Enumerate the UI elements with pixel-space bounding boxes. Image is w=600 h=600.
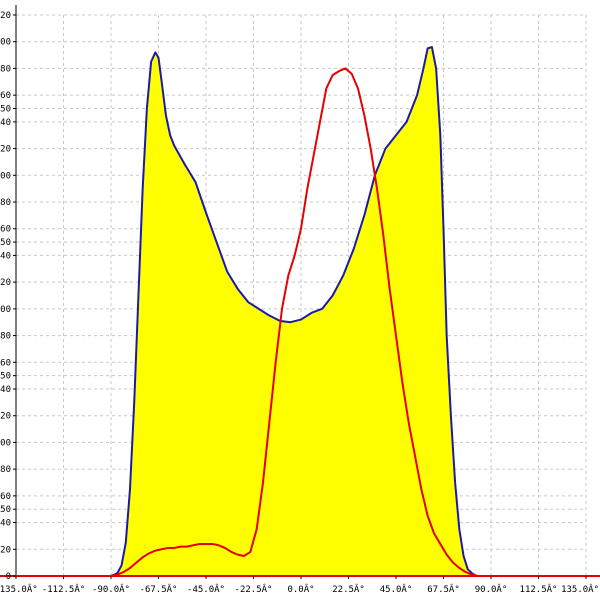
axes bbox=[0, 5, 600, 579]
y-tick-label: 320 bbox=[0, 145, 11, 155]
x-tick-label: 90.0Â° bbox=[475, 583, 508, 595]
y-tick-label: 260 bbox=[0, 225, 11, 235]
y-tick-label: 60 bbox=[0, 492, 11, 502]
y-tick-label: 180 bbox=[0, 332, 11, 342]
y-tick-label: 220 bbox=[0, 278, 11, 288]
y-tick-label: 0 bbox=[6, 572, 11, 582]
y-tick-label: 360 bbox=[0, 91, 11, 101]
y-tick-label: 100 bbox=[0, 438, 11, 448]
y-tick-label: 20 bbox=[0, 545, 11, 555]
x-tick-label: 112.5Â° bbox=[520, 583, 558, 595]
y-tick-label: 280 bbox=[0, 198, 11, 208]
x-tick-label: -90.0Â° bbox=[92, 583, 130, 595]
y-tick-label: 240 bbox=[0, 251, 11, 261]
x-tick-label: -22.5Â° bbox=[235, 583, 273, 595]
x-tick-label: -67.5Â° bbox=[140, 583, 178, 595]
series-group bbox=[110, 46, 491, 577]
y-tick-label: 300 bbox=[0, 171, 11, 181]
y-tick-label: 250 bbox=[0, 238, 11, 248]
y-tick-label: 80 bbox=[0, 465, 11, 475]
x-tick-label: 22.5Â° bbox=[332, 583, 365, 595]
series-area-fill bbox=[111, 47, 491, 577]
x-tick-label: -45.0Â° bbox=[187, 583, 225, 595]
y-tick-label: 420 bbox=[0, 11, 11, 21]
y-tick-label: 150 bbox=[0, 372, 11, 382]
x-tick-label: -112.5Â° bbox=[42, 583, 85, 595]
y-tick-label: 200 bbox=[0, 305, 11, 315]
x-tick-label: -135.0Â° bbox=[0, 583, 38, 595]
x-tick-label: 135.0Â° bbox=[561, 583, 599, 595]
x-tick-label: 45.0Â° bbox=[380, 583, 413, 595]
x-tick-label: 0.0Â° bbox=[287, 583, 314, 595]
y-tick-label: 50 bbox=[0, 505, 11, 515]
y-tick-label: 160 bbox=[0, 358, 11, 368]
y-tick-label: 40 bbox=[0, 519, 11, 529]
y-tick-label: 400 bbox=[0, 38, 11, 48]
series-area-outline bbox=[110, 46, 491, 577]
tick-labels: 0 20 40 50 60 80 100 120 140 150 160 180 200 220 240 25… bbox=[0, 11, 599, 595]
y-tick-label: 140 bbox=[0, 385, 11, 395]
y-tick-label: 120 bbox=[0, 412, 11, 422]
x-tick-label: 67.5Â° bbox=[427, 583, 460, 595]
y-tick-label: 380 bbox=[0, 64, 11, 74]
series-line bbox=[110, 67, 491, 577]
y-tick-label: 350 bbox=[0, 105, 11, 115]
y-tick-label: 340 bbox=[0, 118, 11, 128]
